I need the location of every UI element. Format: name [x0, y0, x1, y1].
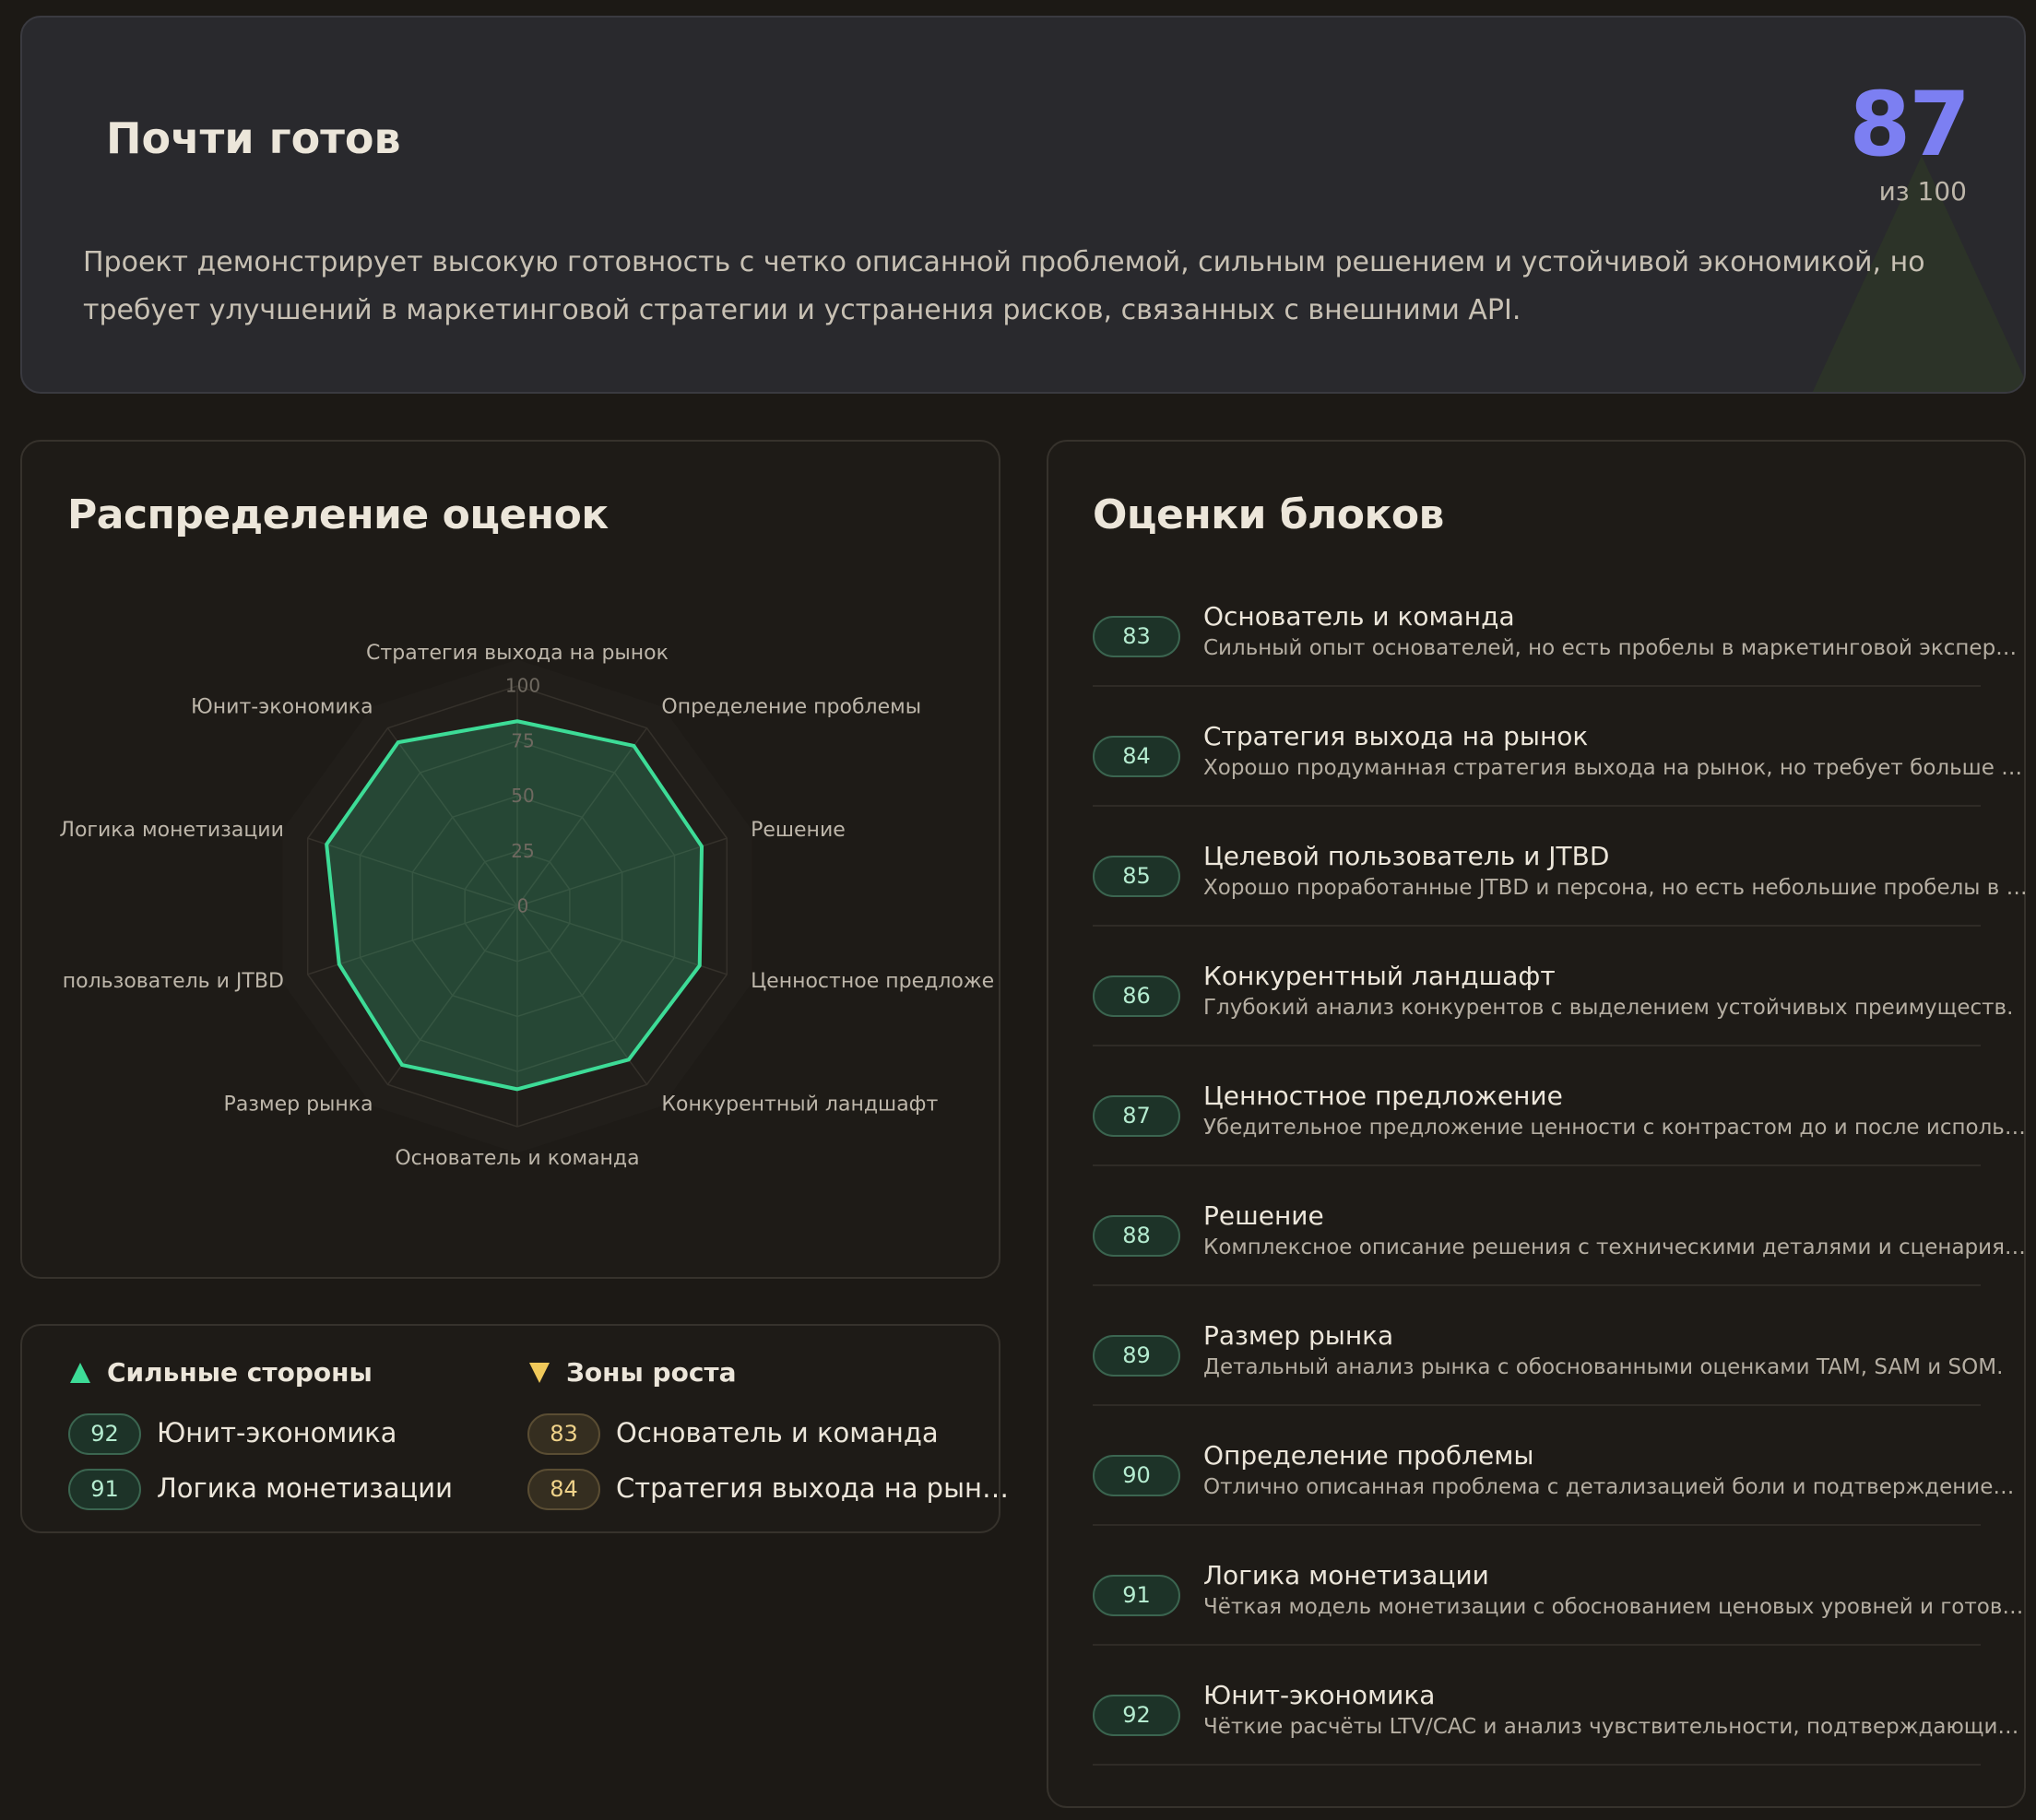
axis-label: Конкурентный ландшафт — [661, 1093, 938, 1116]
block-title: Логика монетизации — [1203, 1560, 1489, 1590]
divider — [1093, 1644, 1981, 1646]
score-pill: 92 — [1093, 1695, 1180, 1736]
axis-label: Юнит-экономика — [191, 696, 373, 719]
radial-tick-label: 50 — [511, 785, 534, 807]
score-pill: 92 — [68, 1413, 141, 1455]
radar-chart: 0 25 50 75 100 Стратегия выхода на рынок Опред… — [59, 642, 994, 1170]
axis-label: Решение — [751, 819, 846, 842]
block-title: Конкурентный ландшафт — [1203, 961, 1556, 991]
axis-label: Размер рынка — [224, 1093, 373, 1116]
divider — [1093, 925, 1981, 927]
score-pill: 84 — [1093, 736, 1180, 777]
summary-card: Почти готов 87 из 100 Проект демонстриру… — [20, 16, 2026, 394]
divider — [1093, 685, 1981, 687]
score: 87 — [1849, 73, 1971, 176]
axis-label: Логика монетизации — [59, 819, 283, 842]
item-label: Стратегия выхода на рын… — [616, 1472, 1009, 1504]
block-title: Стратегия выхода на рынок — [1203, 721, 1589, 751]
block-description: Отлично описанная проблема с детализацие… — [1203, 1475, 2015, 1499]
icon-shape — [70, 1363, 90, 1383]
divider — [1093, 1764, 1981, 1766]
icon — [529, 1363, 550, 1383]
icon-shape — [529, 1363, 550, 1383]
block-title: Размер рынка — [1203, 1320, 1394, 1351]
blocks-title: Оценки блоков — [1093, 491, 1444, 538]
block-description: Сильный опыт основателей, но есть пробел… — [1203, 636, 2018, 660]
score-caption: из 100 — [1878, 176, 1967, 207]
blocks-list: 83 Основатель и команда Сильный опыт основ… — [1048, 442, 2028, 1806]
score-pill: 83 — [527, 1413, 600, 1455]
axis-label: пользователь и JTBD — [63, 970, 284, 993]
block-description: Чёткие расчёты LTV/CAC и анализ чувствит… — [1203, 1715, 2019, 1739]
block-description: Глубокий анализ конкурентов с выделением… — [1203, 996, 2014, 1020]
radar-card: Распределение оценок 0 25 50 75 100 Стратегия… — [20, 440, 1000, 1279]
radial-tick-label: 100 — [505, 675, 540, 697]
axis-label: Стратегия выхода на рынок — [366, 642, 669, 665]
axis-label: Основатель и команда — [395, 1147, 639, 1170]
grid-ring — [411, 795, 623, 1018]
highlights-card: Сильные стороны 92 Юнит-экономика 91 Логика … — [20, 1324, 1009, 1533]
group-title: Сильные стороны — [107, 1357, 373, 1388]
divider — [1093, 1524, 1981, 1526]
score-pill: 84 — [527, 1469, 600, 1510]
radial-tick-label: 25 — [511, 840, 534, 862]
icon — [70, 1363, 90, 1383]
axis-label: Определение проблемы — [661, 696, 921, 719]
grid-ring — [464, 850, 571, 963]
block-title: Юнит-экономика — [1203, 1680, 1436, 1710]
highlights: Сильные стороны 92 Юнит-экономика 91 Логика … — [22, 1326, 1009, 1531]
score-pill: 89 — [1093, 1335, 1180, 1377]
radar-area — [325, 719, 704, 1092]
score-pill: 88 — [1093, 1215, 1180, 1257]
block-description: Детальный анализ рынка с обоснованными о… — [1203, 1355, 2004, 1379]
item-label: Основатель и команда — [616, 1417, 939, 1448]
grid-ring — [359, 739, 676, 1073]
block-title: Целевой пользователь и JTBD — [1203, 841, 1610, 871]
grid-ring — [306, 685, 728, 1128]
block-description: Комплексное описание решения с техническ… — [1203, 1235, 2026, 1259]
score-pill: 86 — [1093, 975, 1180, 1017]
axis-label: Ценностное предложе — [751, 970, 994, 993]
item-label: Логика монетизации — [157, 1472, 453, 1504]
divider — [1093, 805, 1981, 807]
block-title: Решение — [1203, 1200, 1324, 1231]
summary-text: Проект демонстрирует высокую готовность … — [83, 246, 1925, 326]
score-pill: 83 — [1093, 616, 1180, 657]
block-description: Хорошо проработанные JTBD и персона, но … — [1203, 876, 2028, 900]
score-pill: 85 — [1093, 856, 1180, 897]
score-pill: 90 — [1093, 1455, 1180, 1496]
block-title: Определение проблемы — [1203, 1440, 1534, 1471]
radial-tick-label: 0 — [517, 895, 529, 917]
group-title: Зоны роста — [566, 1357, 737, 1388]
score-pill: 87 — [1093, 1095, 1180, 1137]
block-description: Чёткая модель монетизации с обоснованием… — [1203, 1595, 2024, 1619]
decor — [1812, 156, 2024, 392]
divider — [1093, 1045, 1981, 1046]
block-description: Убедительное предложение ценности с конт… — [1203, 1116, 2026, 1140]
divider — [1093, 1164, 1981, 1166]
block-title: Основатель и команда — [1203, 601, 1515, 632]
summary-title: Почти готов — [106, 113, 401, 163]
block-title: Ценностное предложение — [1203, 1081, 1563, 1111]
item-label: Юнит-экономика — [157, 1417, 397, 1448]
score-pill: 91 — [68, 1469, 141, 1510]
radar-title: Распределение оценок — [67, 491, 609, 538]
divider — [1093, 1404, 1981, 1406]
blocks-card: Оценки блоков 83 Основатель и команда Силь… — [1047, 440, 2028, 1808]
radial-tick-label: 75 — [511, 729, 534, 751]
divider — [1093, 1284, 1981, 1286]
score-pill: 91 — [1093, 1575, 1180, 1616]
block-description: Хорошо продуманная стратегия выхода на р… — [1203, 756, 2023, 780]
